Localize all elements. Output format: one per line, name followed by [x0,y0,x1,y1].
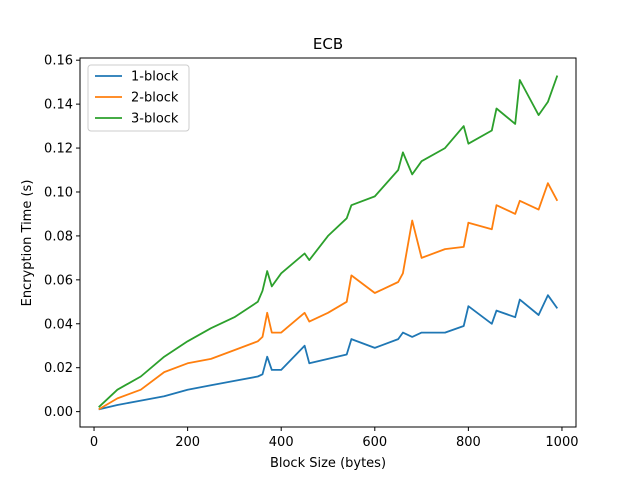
y-tick-label: 0.00 [44,405,73,420]
legend-box [87,64,190,132]
chart-title: ECB [313,35,343,53]
x-axis-label: Block Size (bytes) [270,456,386,471]
axes-frame [79,57,577,428]
y-tick-label: 0.10 [44,185,73,200]
legend-label-3: 3-block [131,112,179,127]
y-tick-label: 0.16 [44,54,73,69]
plot-area [98,75,559,411]
series-line-2 [98,182,559,411]
legend: 1-block 2-block 3-block [87,64,190,132]
legend-label-1: 1-block [131,70,179,85]
x-tick-label: 200 [175,435,200,450]
x-tick-label: 400 [269,435,294,450]
y-axis: 0.00 0.02 0.04 0.06 0.08 0.10 0.12 0.14 0.16 [44,54,80,420]
y-tick-label: 0.02 [44,361,73,376]
x-tick-label: 1000 [545,435,578,450]
y-tick-label: 0.14 [44,98,73,113]
y-axis-label: Encryption Time (s) [20,180,35,307]
series-line-1 [98,294,559,411]
x-axis: 0 200 400 600 800 1000 [90,427,579,450]
y-tick-label: 0.06 [44,273,73,288]
x-tick-label: 800 [456,435,481,450]
series-line-3 [98,75,559,408]
y-tick-label: 0.12 [44,142,73,157]
y-tick-label: 0.08 [44,229,73,244]
y-tick-label: 0.04 [44,317,73,332]
legend-label-2: 2-block [131,91,179,106]
x-tick-label: 0 [90,435,98,450]
x-tick-label: 600 [362,435,387,450]
